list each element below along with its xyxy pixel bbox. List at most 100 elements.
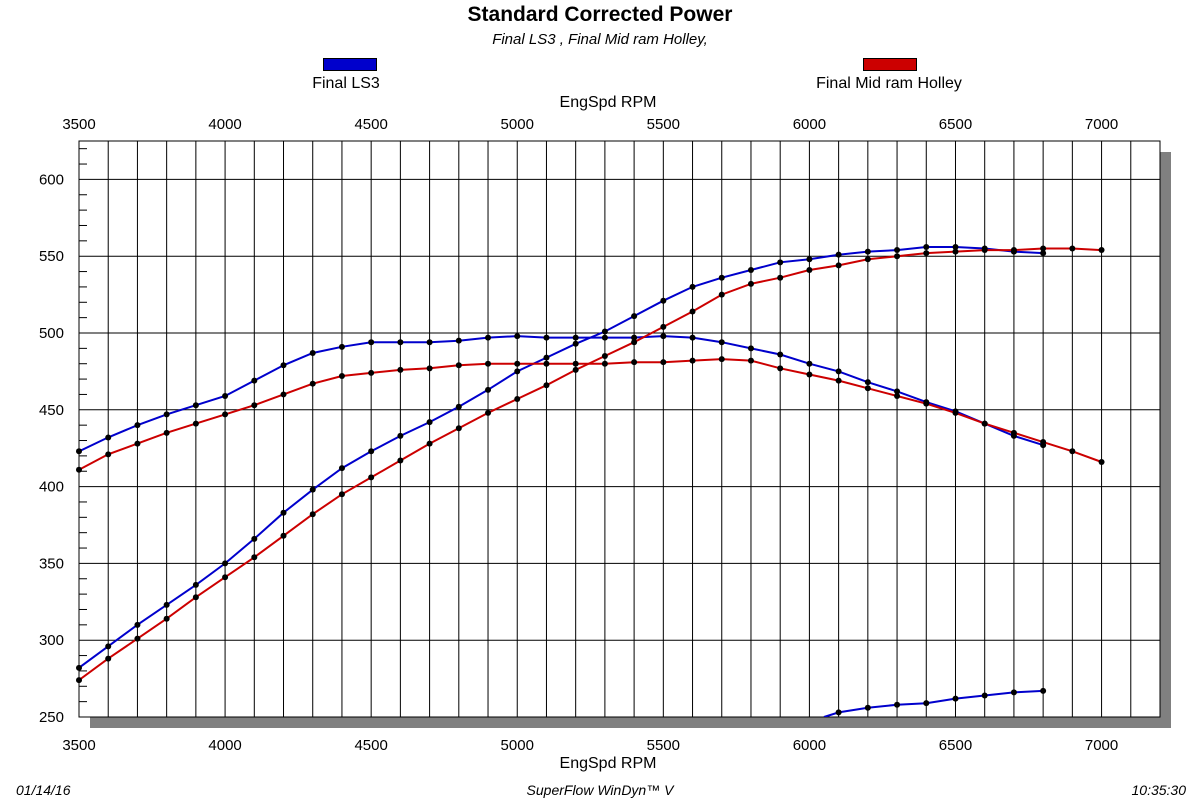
data-point-final-mid-ram-holley bbox=[163, 429, 170, 436]
x-tick-label-bottom: 7000 bbox=[1085, 737, 1118, 754]
chart-subtitle: Final LS3 , Final Mid ram Holley, bbox=[492, 31, 708, 48]
data-point-final-ls3 bbox=[105, 434, 112, 441]
data-point-final-mid-ram-holley bbox=[309, 380, 316, 387]
footer-software: SuperFlow WinDyn™ V bbox=[526, 782, 674, 798]
data-point-final-mid-ram-holley bbox=[543, 382, 550, 389]
data-point-final-mid-ram-holley bbox=[572, 360, 579, 367]
data-point-final-mid-ram-holley bbox=[455, 425, 462, 432]
data-point-final-mid-ram-holley bbox=[1098, 459, 1105, 466]
data-point-final-ls3 bbox=[338, 465, 345, 472]
data-point-final-mid-ram-holley bbox=[368, 369, 375, 376]
data-point-final-mid-ram-holley bbox=[280, 391, 287, 398]
data-point-final-mid-ram-holley bbox=[426, 440, 433, 447]
series-line-final-ls3 bbox=[79, 246, 1044, 669]
data-point-final-ls3 bbox=[76, 664, 82, 671]
data-point-final-ls3 bbox=[543, 334, 550, 341]
data-point-final-ls3 bbox=[777, 351, 784, 358]
data-point-final-ls3 bbox=[601, 328, 608, 335]
data-point-final-mid-ram-holley bbox=[718, 356, 725, 363]
data-point-final-mid-ram-holley bbox=[251, 402, 258, 409]
data-point-final-mid-ram-holley bbox=[514, 396, 521, 403]
data-point-final-ls3 bbox=[689, 334, 696, 341]
data-point-final-ls3 bbox=[397, 339, 404, 346]
data-point-final-ls3 bbox=[163, 411, 170, 418]
y-tick-label: 450 bbox=[39, 402, 64, 419]
data-point-final-ls3 bbox=[923, 243, 930, 250]
data-point-final-ls3 bbox=[835, 709, 842, 716]
data-point-final-ls3 bbox=[309, 349, 316, 356]
data-point-final-mid-ram-holley bbox=[105, 655, 112, 662]
data-point-final-ls3 bbox=[76, 448, 82, 455]
data-point-final-mid-ram-holley bbox=[747, 357, 754, 364]
data-point-final-ls3 bbox=[251, 535, 258, 542]
data-point-final-mid-ram-holley bbox=[923, 400, 930, 407]
x-tick-label-bottom: 5000 bbox=[501, 737, 534, 754]
data-point-final-ls3 bbox=[397, 432, 404, 439]
data-point-final-mid-ram-holley bbox=[163, 615, 170, 622]
data-point-final-ls3 bbox=[572, 334, 579, 341]
data-point-final-mid-ram-holley bbox=[835, 377, 842, 384]
data-point-final-ls3 bbox=[543, 354, 550, 361]
data-point-final-mid-ram-holley bbox=[514, 360, 521, 367]
data-point-final-mid-ram-holley bbox=[718, 291, 725, 298]
data-point-final-mid-ram-holley bbox=[309, 511, 316, 518]
data-point-final-ls3 bbox=[251, 377, 258, 384]
data-point-final-mid-ram-holley bbox=[1069, 245, 1076, 252]
data-point-final-ls3 bbox=[455, 403, 462, 410]
data-point-final-mid-ram-holley bbox=[981, 247, 988, 254]
data-point-final-ls3 bbox=[485, 334, 492, 341]
data-point-final-ls3 bbox=[894, 701, 901, 708]
data-point-final-mid-ram-holley bbox=[485, 409, 492, 416]
legend-label-final-ls3: Final LS3 bbox=[312, 75, 380, 92]
data-point-final-mid-ram-holley bbox=[134, 440, 141, 447]
data-point-final-ls3 bbox=[923, 700, 930, 707]
data-point-final-mid-ram-holley bbox=[894, 253, 901, 260]
data-point-final-mid-ram-holley bbox=[1040, 439, 1047, 446]
data-point-final-ls3 bbox=[222, 560, 229, 567]
x-tick-label-top: 6000 bbox=[793, 116, 826, 133]
data-point-final-ls3 bbox=[134, 422, 141, 429]
x-tick-label-bottom: 4000 bbox=[208, 737, 241, 754]
plot-border bbox=[78, 140, 1161, 718]
data-point-final-mid-ram-holley bbox=[952, 248, 959, 255]
data-point-final-mid-ram-holley bbox=[777, 365, 784, 372]
x-tick-label-top: 3500 bbox=[62, 116, 95, 133]
x-axis-label-bottom: EngSpd RPM bbox=[559, 755, 657, 772]
data-point-final-mid-ram-holley bbox=[1040, 245, 1047, 252]
data-point-final-ls3 bbox=[514, 333, 521, 340]
y-tick-label: 500 bbox=[39, 325, 64, 342]
legend-swatch-final-ls3 bbox=[323, 58, 377, 71]
data-point-final-mid-ram-holley bbox=[368, 474, 375, 481]
y-tick-label: 600 bbox=[39, 171, 64, 188]
data-point-final-mid-ram-holley bbox=[222, 574, 229, 581]
series-line-final-ls3 bbox=[79, 335, 1044, 453]
data-point-final-mid-ram-holley bbox=[835, 262, 842, 269]
data-point-final-ls3 bbox=[309, 486, 316, 493]
data-point-final-mid-ram-holley bbox=[572, 366, 579, 373]
data-point-final-ls3 bbox=[806, 360, 813, 367]
data-point-final-mid-ram-holley bbox=[923, 250, 930, 257]
data-point-final-ls3 bbox=[952, 243, 959, 250]
plot-area bbox=[79, 141, 1160, 717]
x-tick-label-bottom: 5500 bbox=[647, 737, 680, 754]
data-point-final-ls3 bbox=[806, 256, 813, 263]
data-point-final-mid-ram-holley bbox=[631, 339, 638, 346]
data-point-final-mid-ram-holley bbox=[864, 256, 871, 263]
data-point-final-mid-ram-holley bbox=[1010, 429, 1017, 436]
data-point-final-ls3 bbox=[192, 402, 199, 409]
data-point-final-ls3 bbox=[835, 251, 842, 258]
data-point-final-ls3 bbox=[894, 388, 901, 395]
data-point-final-ls3 bbox=[835, 368, 842, 375]
data-point-final-ls3 bbox=[747, 345, 754, 352]
data-point-final-mid-ram-holley bbox=[543, 360, 550, 367]
series-line-final-mid-ram-holley bbox=[79, 358, 1102, 471]
data-point-final-mid-ram-holley bbox=[222, 411, 229, 418]
x-tick-label-bottom: 6000 bbox=[793, 737, 826, 754]
data-point-final-ls3 bbox=[718, 274, 725, 281]
x-axis-label-top: EngSpd RPM bbox=[559, 94, 657, 111]
data-point-final-ls3 bbox=[864, 379, 871, 386]
data-point-final-mid-ram-holley bbox=[1098, 247, 1105, 254]
footer-date: 01/14/16 bbox=[16, 782, 71, 798]
data-point-final-mid-ram-holley bbox=[76, 677, 82, 684]
